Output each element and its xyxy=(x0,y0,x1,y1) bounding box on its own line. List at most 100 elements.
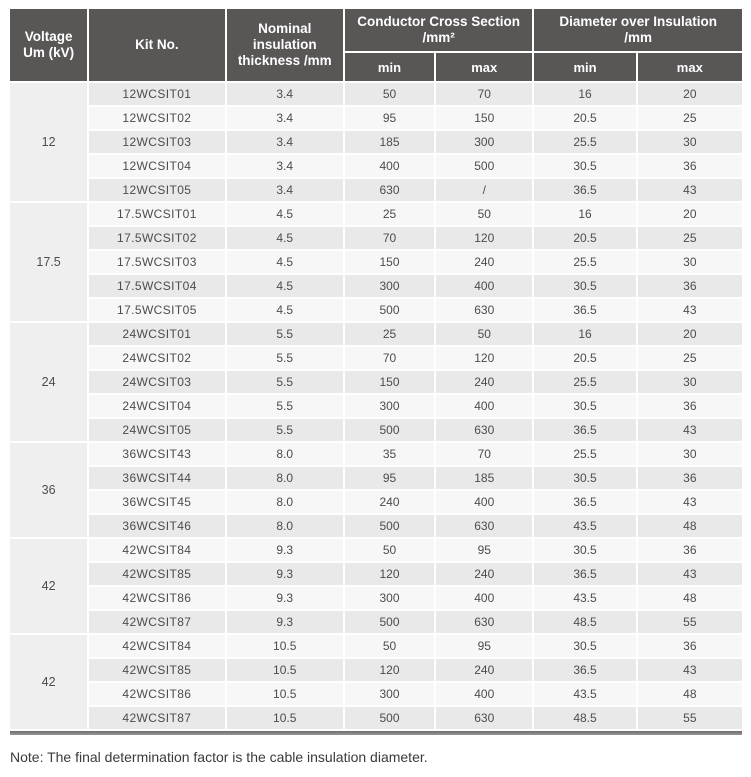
thickness-cell: 8.0 xyxy=(226,491,343,513)
ccs-max-cell: 240 xyxy=(436,659,533,681)
kit-cell: 42WCSIT87 xyxy=(89,611,225,633)
header-nominal-thickness: Nominal insulation thickness /mm xyxy=(226,9,343,81)
dia-max-cell: 25 xyxy=(637,107,742,129)
kit-cell: 42WCSIT86 xyxy=(89,683,225,705)
kit-cell: 17.5WCSIT02 xyxy=(89,227,225,249)
dia-min-cell: 25.5 xyxy=(534,371,636,393)
dia-max-cell: 36 xyxy=(637,635,742,657)
thickness-cell: 3.4 xyxy=(226,155,343,177)
voltage-cell: 36 xyxy=(10,443,88,537)
voltage-cell: 42 xyxy=(10,635,88,729)
kit-cell: 12WCSIT04 xyxy=(89,155,225,177)
table-row: 12WCSIT05 3.4 630/36.5 43 xyxy=(10,179,742,201)
dia-max-cell: 43 xyxy=(637,491,742,513)
ccs-max-cell: 400 xyxy=(436,683,533,705)
header-doi-line1: Diameter over Insulation xyxy=(559,14,717,29)
thickness-cell: 4.5 xyxy=(226,251,343,273)
ccs-min-cell: 70 xyxy=(344,227,435,249)
dia-max-cell: 36 xyxy=(637,395,742,417)
kit-cell: 36WCSIT45 xyxy=(89,491,225,513)
thickness-cell: 4.5 xyxy=(226,227,343,249)
kit-cell: 42WCSIT84 xyxy=(89,539,225,561)
dia-max-cell: 43 xyxy=(637,563,742,585)
dia-max-cell: 20 xyxy=(637,83,742,105)
ccs-max-cell: 240 xyxy=(436,251,533,273)
table-row: 36WCSIT46 8.0 500 630 43.5 48 xyxy=(10,515,742,537)
table-row: 36WCSIT45 8.0 240 400 36.5 43 xyxy=(10,491,742,513)
thickness-cell: 5.5 xyxy=(226,419,343,441)
ccs-max-cell: 630 xyxy=(436,299,533,321)
ccs-max-cell: 70 xyxy=(436,443,533,465)
dia-min-cell: 25.5 xyxy=(534,443,636,465)
voltage-cell: 42 xyxy=(10,539,88,633)
header-ccs-line2: /mm² xyxy=(422,30,455,45)
kit-cell: 17.5WCSIT04 xyxy=(89,275,225,297)
dia-min-cell: 36.5 xyxy=(534,419,636,441)
dia-min-cell: 30.5 xyxy=(534,155,636,177)
kit-cell: 24WCSIT02 xyxy=(89,347,225,369)
thickness-cell: 8.0 xyxy=(226,515,343,537)
dia-min-cell: 43.5 xyxy=(534,587,636,609)
thickness-cell: 4.5 xyxy=(226,299,343,321)
dia-min-cell: 20.5 xyxy=(534,227,636,249)
ccs-min-cell: 240 xyxy=(344,491,435,513)
header-conductor-cross-section: Conductor Cross Section /mm² xyxy=(344,9,533,51)
table-row: 42 42WCSIT84 10.5 50 95 30.5 36 xyxy=(10,635,742,729)
dia-min-cell: 30.5 xyxy=(534,635,636,657)
dia-min-cell: 30.5 xyxy=(534,539,636,561)
table-row: 42WCSIT87 10.5 500 630 48.5 55 xyxy=(10,707,742,729)
kit-cell: 42WCSIT87 xyxy=(89,707,225,729)
header-doi-line2: /mm xyxy=(624,30,653,45)
dia-min-cell: 16 xyxy=(534,203,636,225)
ccs-min-cell: 120 xyxy=(344,659,435,681)
dia-max-cell: 25 xyxy=(637,347,742,369)
table-row: 42WCSIT86 9.3 300 400 43.5 48 xyxy=(10,587,742,609)
header-dia-min: min xyxy=(534,53,636,81)
thickness-cell: 9.3 xyxy=(226,587,343,609)
thickness-cell: 9.3 xyxy=(226,611,343,633)
ccs-max-cell: 95 xyxy=(436,635,533,657)
ccs-max-cell: 400 xyxy=(436,395,533,417)
dia-max-cell: 55 xyxy=(637,611,742,633)
dia-max-cell: 36 xyxy=(637,467,742,489)
ccs-max-cell: 300 xyxy=(436,131,533,153)
ccs-max-cell: 150 xyxy=(436,107,533,129)
dia-min-cell: 36.5 xyxy=(534,563,636,585)
ccs-max-cell: 630 xyxy=(436,707,533,729)
ccs-min-cell: 50 xyxy=(344,635,435,657)
dia-max-cell: 43 xyxy=(637,659,742,681)
dia-min-cell: 36.5 xyxy=(534,659,636,681)
note-text: Note: The final determination factor is … xyxy=(10,749,428,765)
insulation-kit-table: Voltage Um (kV) Kit No. Nominal insulati… xyxy=(8,7,744,731)
dia-min-cell: 20.5 xyxy=(534,347,636,369)
ccs-min-cell: 300 xyxy=(344,683,435,705)
dia-min-cell: 36.5 xyxy=(534,491,636,513)
dia-min-cell: 30.5 xyxy=(534,275,636,297)
kit-cell: 24WCSIT03 xyxy=(89,371,225,393)
header-voltage-line1: Voltage xyxy=(24,29,73,44)
dia-min-cell: 36.5 xyxy=(534,179,636,201)
dia-max-cell: 20 xyxy=(637,203,742,225)
kit-cell: 42WCSIT85 xyxy=(89,659,225,681)
kit-cell: 17.5WCSIT01 xyxy=(89,203,225,225)
ccs-max-cell: 630 xyxy=(436,419,533,441)
dia-min-cell: 25.5 xyxy=(534,131,636,153)
dia-max-cell: 30 xyxy=(637,251,742,273)
table-row: 12 12WCSIT01 3.4 50 70 16 20 xyxy=(10,83,742,201)
header-diameter-over-insulation: Diameter over Insulation /mm xyxy=(534,9,742,51)
thickness-cell: 9.3 xyxy=(226,563,343,585)
header-voltage: Voltage Um (kV) xyxy=(10,9,88,81)
thickness-cell: 5.5 xyxy=(226,347,343,369)
dia-min-cell: 16 xyxy=(534,323,636,345)
ccs-max-cell: 50 xyxy=(436,203,533,225)
header-nominal-line2: thickness /mm xyxy=(237,53,332,68)
ccs-min-cell: 500 xyxy=(344,611,435,633)
ccs-min-cell: 500 xyxy=(344,515,435,537)
dia-max-cell: 30 xyxy=(637,443,742,465)
dia-max-cell: 43 xyxy=(637,419,742,441)
ccs-max-cell: / xyxy=(436,179,533,201)
dia-min-cell: 43.5 xyxy=(534,683,636,705)
ccs-min-cell: 95 xyxy=(344,467,435,489)
thickness-cell: 10.5 xyxy=(226,635,343,657)
thickness-cell: 4.5 xyxy=(226,275,343,297)
